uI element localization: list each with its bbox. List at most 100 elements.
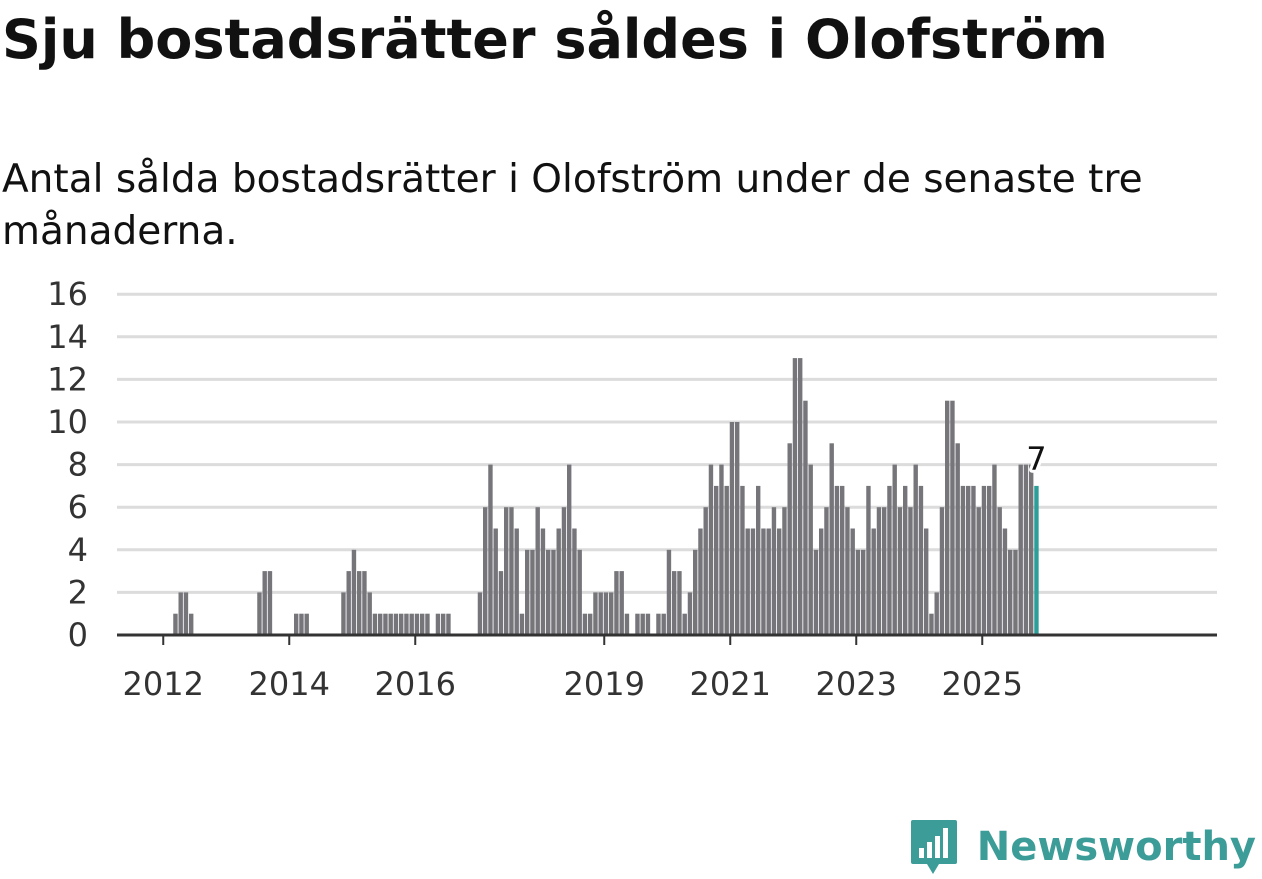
bar — [950, 400, 955, 635]
bar — [729, 422, 735, 635]
bar — [561, 507, 567, 635]
bar — [908, 507, 913, 635]
bar — [556, 528, 561, 635]
bar — [446, 613, 451, 635]
chart-title: Sju bostadsrätter såldes i Olofström — [2, 8, 1108, 71]
bar — [771, 507, 777, 635]
bar — [997, 507, 1002, 635]
y-tick-label: 8 — [68, 446, 88, 484]
bar — [808, 464, 813, 635]
bar — [976, 507, 981, 635]
bar — [761, 528, 766, 635]
bar — [955, 443, 960, 635]
bar — [745, 528, 750, 635]
brand-name: Newsworthy — [976, 824, 1256, 870]
bar — [504, 507, 509, 635]
bar — [593, 592, 598, 635]
bar — [882, 507, 887, 635]
bar — [294, 613, 299, 635]
bar — [378, 613, 383, 635]
bar — [635, 613, 640, 635]
bar — [887, 485, 892, 635]
x-tick-label: 2019 — [564, 665, 645, 703]
bar — [782, 507, 787, 635]
bar — [708, 464, 714, 635]
bar — [546, 549, 551, 635]
highlight-bar — [1034, 485, 1039, 635]
chart-subtitle: Antal sålda bostadsrätter i Olofström un… — [2, 157, 1143, 254]
gridlines — [117, 292, 1217, 594]
bar — [756, 485, 761, 635]
bar — [488, 464, 493, 635]
bar — [672, 571, 677, 635]
bar — [577, 549, 582, 635]
y-tick-label: 16 — [47, 275, 88, 313]
bar — [987, 485, 992, 635]
bar — [939, 507, 945, 635]
bar — [435, 613, 441, 635]
x-tick-label: 2014 — [249, 665, 330, 703]
bar — [393, 613, 399, 635]
y-tick-label: 6 — [68, 488, 88, 526]
bar — [666, 549, 672, 635]
bar — [173, 613, 178, 635]
highlight-value-label: 7 — [1026, 440, 1046, 478]
bar — [567, 464, 572, 635]
bar — [367, 592, 372, 635]
bar — [609, 592, 614, 635]
y-tick-label: 4 — [68, 531, 88, 569]
bar — [803, 400, 808, 635]
x-tick-label: 2025 — [942, 665, 1023, 703]
bar — [656, 613, 661, 635]
bar — [1002, 528, 1008, 635]
bar — [267, 571, 273, 635]
bar — [362, 571, 367, 635]
bar — [861, 549, 866, 635]
bar — [588, 613, 593, 635]
bar — [840, 485, 845, 635]
x-tick-label: 2016 — [375, 665, 456, 703]
bar — [614, 571, 619, 635]
bar — [945, 400, 950, 635]
bar — [687, 592, 693, 635]
bar — [299, 613, 304, 635]
bar — [525, 549, 530, 635]
y-tick-label: 2 — [68, 573, 88, 611]
x-tick-label: 2021 — [690, 665, 771, 703]
bar — [735, 422, 740, 635]
y-tick-label: 14 — [47, 318, 88, 356]
bar — [404, 613, 409, 635]
bar — [183, 592, 189, 635]
bar — [598, 592, 603, 635]
bar — [619, 571, 624, 635]
bar — [871, 528, 876, 635]
bar — [498, 571, 504, 635]
bar — [304, 613, 309, 635]
bar — [351, 549, 357, 635]
bar — [971, 485, 976, 635]
bar — [189, 613, 194, 635]
bar — [514, 528, 519, 635]
bar — [929, 613, 934, 635]
bar — [924, 528, 929, 635]
bar — [792, 358, 798, 635]
bar — [535, 507, 540, 635]
bar — [1029, 464, 1034, 635]
bar — [813, 549, 819, 635]
bar — [357, 571, 362, 635]
axes — [117, 633, 1217, 645]
bar — [703, 507, 708, 635]
bar — [892, 464, 897, 635]
bar — [798, 358, 803, 635]
bar — [388, 613, 393, 635]
bar — [876, 507, 882, 635]
bar — [824, 507, 829, 635]
bar — [383, 613, 388, 635]
bar — [981, 485, 987, 635]
bar — [603, 592, 609, 635]
bar — [834, 485, 840, 635]
y-tick-label: 0 — [68, 616, 88, 654]
bar — [509, 507, 514, 635]
bar — [1023, 464, 1029, 635]
bar — [724, 485, 729, 635]
